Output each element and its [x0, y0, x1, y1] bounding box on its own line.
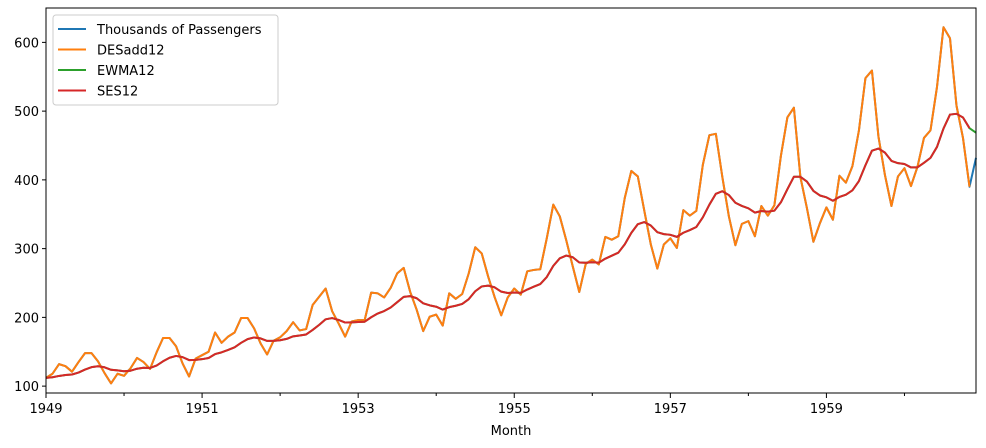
x-tick-label: 1949: [29, 402, 62, 417]
series-line-2: [45, 26, 971, 385]
x-axis: 1949 1951 1953 1955 1957 1959: [29, 393, 905, 417]
legend: Thousands of Passengers DESadd12 EWMA12 SES…: [52, 14, 279, 106]
x-tick-label: 1951: [186, 402, 219, 417]
x-tick-label: 1955: [498, 402, 531, 417]
x-tick-label: 1959: [810, 402, 843, 417]
y-tick-label: 300: [14, 243, 39, 258]
x-axis-title: Month: [491, 424, 532, 439]
legend-label: EWMA12: [97, 64, 155, 79]
y-tick-label: 600: [14, 36, 39, 51]
y-tick-label: 200: [14, 311, 39, 326]
legend-label: DESadd12: [97, 44, 165, 59]
legend-box: [52, 14, 279, 106]
y-axis: 100 200 300 400 500 600: [14, 36, 46, 395]
plot-frame: [45, 7, 977, 394]
legend-label: Thousands of Passengers: [96, 23, 262, 38]
series-layer: [45, 26, 977, 385]
y-tick-label: 100: [14, 380, 39, 395]
x-tick-label: 1957: [654, 402, 687, 417]
series-line-4: [45, 112, 971, 379]
y-tick-label: 400: [14, 174, 39, 189]
legend-label: SES12: [97, 85, 138, 100]
y-tick-label: 500: [14, 105, 39, 120]
x-tick-label: 1953: [342, 402, 375, 417]
